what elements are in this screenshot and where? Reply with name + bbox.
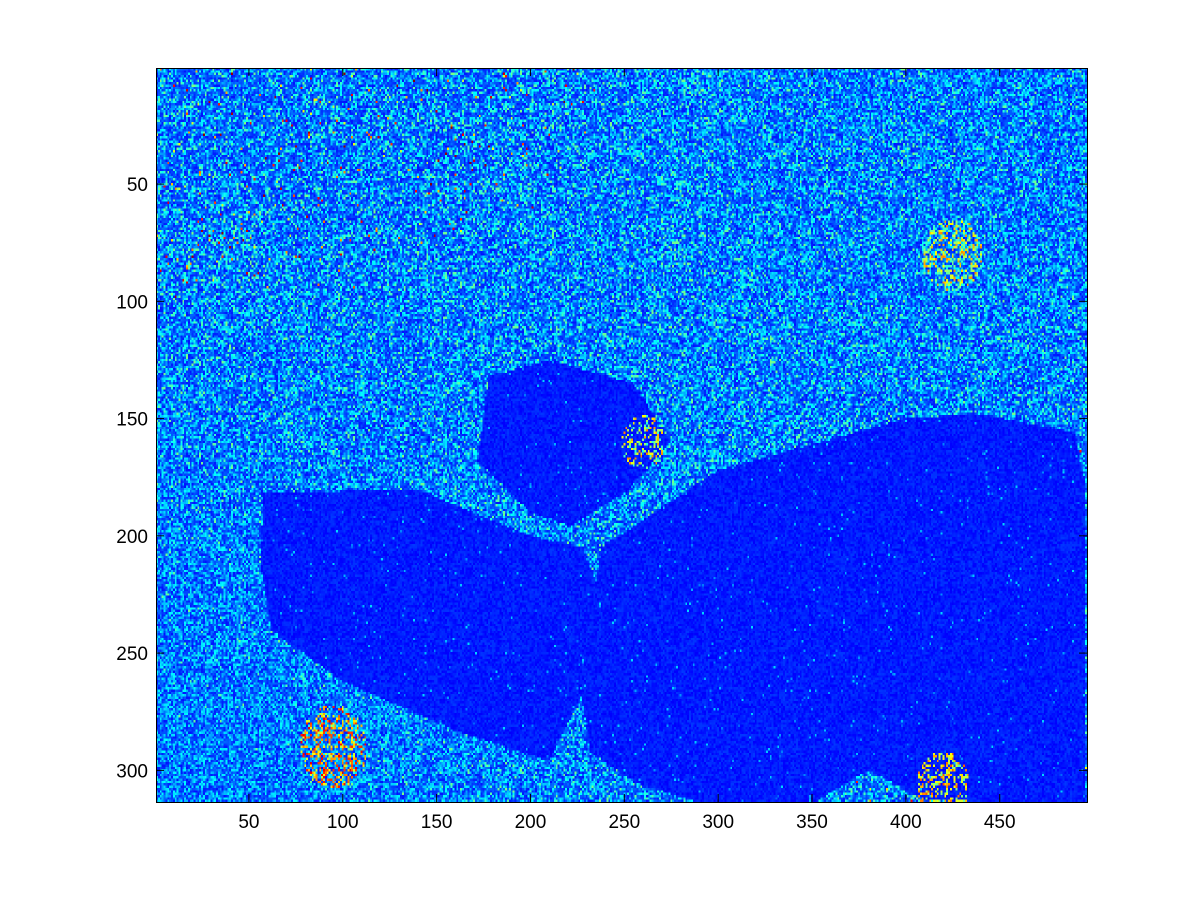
y-tick-label: 150 — [116, 410, 148, 431]
heatmap-image — [156, 68, 1087, 802]
y-tick-label: 50 — [127, 175, 148, 196]
x-tick-label: 400 — [890, 812, 922, 833]
y-tick-label: 300 — [116, 761, 148, 782]
x-tick-label: 200 — [515, 812, 547, 833]
x-tick-label: 50 — [238, 812, 259, 833]
y-tick-label: 250 — [116, 644, 148, 665]
y-tick-label: 200 — [116, 527, 148, 548]
x-tick-label: 150 — [421, 812, 453, 833]
x-axis-ticks: 50 100 150 200 250 300 350 400 450 — [238, 68, 1016, 833]
x-tick-label: 450 — [984, 812, 1016, 833]
x-tick-label: 300 — [702, 812, 734, 833]
y-axis-ticks: 50 100 150 200 250 300 — [116, 175, 1087, 782]
y-tick-label: 100 — [116, 292, 148, 313]
x-tick-label: 350 — [796, 812, 828, 833]
x-tick-label: 250 — [608, 812, 640, 833]
x-tick-label: 100 — [327, 812, 359, 833]
axes-frame — [156, 68, 1088, 803]
